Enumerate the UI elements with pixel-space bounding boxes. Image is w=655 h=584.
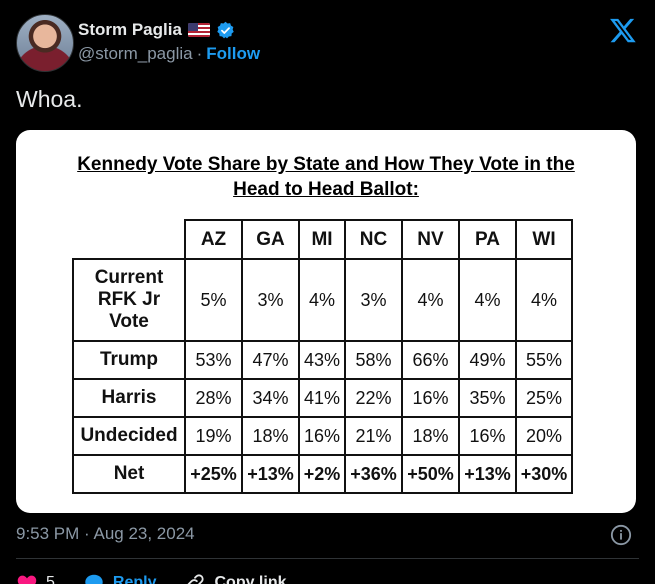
info-icon[interactable] xyxy=(610,524,632,546)
link-icon xyxy=(188,574,205,584)
table-cell: +13% xyxy=(458,454,517,494)
state-header: MI xyxy=(298,219,346,260)
author-handle-row: @storm_paglia · Follow xyxy=(78,44,260,64)
image-title: Kennedy Vote Share by State and How They… xyxy=(16,152,636,202)
reply-label: Reply xyxy=(112,574,157,584)
follow-button[interactable]: Follow xyxy=(206,44,261,63)
table-corner xyxy=(73,220,185,259)
like-button[interactable]: 5 xyxy=(16,572,55,584)
row-label: Trump xyxy=(72,340,186,380)
table-cell: 16% xyxy=(298,416,346,456)
table-cell: +25% xyxy=(184,454,243,494)
author-name-row: Storm Paglia xyxy=(78,18,235,42)
us-flag-icon xyxy=(187,23,210,37)
table-cell: +13% xyxy=(241,454,300,494)
table-cell: 18% xyxy=(241,416,300,456)
state-header: AZ xyxy=(184,219,243,260)
table-cell: 19% xyxy=(184,416,243,456)
table-cell: 16% xyxy=(401,378,460,418)
tweet-timestamp[interactable]: 9:53 PM · Aug 23, 2024 xyxy=(16,524,195,543)
table-cell: 20% xyxy=(515,416,573,456)
table-cell: +2% xyxy=(298,454,346,494)
table-cell: 4% xyxy=(401,258,460,342)
reply-button[interactable]: Reply xyxy=(83,572,157,584)
table-cell: 34% xyxy=(241,378,300,418)
tweet-header: Storm Paglia @storm_paglia · Follow xyxy=(16,14,639,74)
table-row: Current RFK Jr Vote 5% 3% 4% 3% 4% 4% 4% xyxy=(72,258,573,342)
state-header: NC xyxy=(344,219,403,260)
avatar[interactable] xyxy=(16,14,74,72)
handle-separator: · xyxy=(196,44,203,63)
verified-badge-icon xyxy=(217,21,234,38)
table-row: Harris 28% 34% 41% 22% 16% 35% 25% xyxy=(72,378,573,418)
image-title-line-2: Head to Head Ballot: xyxy=(233,179,419,200)
table-row: Undecided 19% 18% 16% 21% 18% 16% 20% xyxy=(72,416,573,456)
copy-link-button[interactable]: Copy link xyxy=(184,572,287,584)
table-cell: 53% xyxy=(184,340,243,380)
table-cell: +50% xyxy=(401,454,460,494)
like-count: 5 xyxy=(46,574,55,584)
table-cell: 4% xyxy=(515,258,573,342)
table-cell: 18% xyxy=(401,416,460,456)
row-label: Current RFK Jr Vote xyxy=(72,258,186,342)
table-row: Net +25% +13% +2% +36% +50% +13% +30% xyxy=(72,454,573,494)
table-cell: 21% xyxy=(344,416,403,456)
author-display-name[interactable]: Storm Paglia xyxy=(78,20,182,39)
row-label: Undecided xyxy=(72,416,186,456)
table-cell: 28% xyxy=(184,378,243,418)
table-cell: 43% xyxy=(298,340,346,380)
table-cell: 16% xyxy=(458,416,517,456)
table-cell: 3% xyxy=(241,258,300,342)
table-header-row: AZ GA MI NC NV PA WI xyxy=(73,219,573,260)
table-cell: 49% xyxy=(458,340,517,380)
author-handle[interactable]: @storm_paglia xyxy=(78,44,193,63)
table-cell: 66% xyxy=(401,340,460,380)
tweet-text: Whoa. xyxy=(16,86,83,112)
vote-share-table: AZ GA MI NC NV PA WI Current RFK Jr Vote… xyxy=(72,219,573,494)
state-header: PA xyxy=(458,219,517,260)
tweet-image[interactable]: Kennedy Vote Share by State and How They… xyxy=(16,130,636,513)
row-label-line: RFK Jr xyxy=(97,289,161,310)
row-label: Harris xyxy=(72,378,186,418)
table-cell: 58% xyxy=(344,340,403,380)
table-cell: 5% xyxy=(184,258,243,342)
table-cell: 55% xyxy=(515,340,573,380)
table-cell: +30% xyxy=(515,454,573,494)
row-label-line: Current xyxy=(94,267,164,288)
state-header: GA xyxy=(241,219,300,260)
table-cell: 4% xyxy=(458,258,517,342)
table-cell: +36% xyxy=(344,454,403,494)
heart-icon xyxy=(17,575,37,584)
state-header: WI xyxy=(515,219,573,260)
table-cell: 35% xyxy=(458,378,517,418)
table-cell: 41% xyxy=(298,378,346,418)
table-cell: 47% xyxy=(241,340,300,380)
row-label-line: Vote xyxy=(109,311,149,332)
image-title-line-1: Kennedy Vote Share by State and How They… xyxy=(77,154,575,175)
table-cell: 25% xyxy=(515,378,573,418)
table-cell: 4% xyxy=(298,258,346,342)
copy-link-label: Copy link xyxy=(214,574,287,584)
action-bar: 5 Reply Copy link xyxy=(16,568,287,584)
x-logo-icon[interactable] xyxy=(609,16,637,44)
row-label: Net xyxy=(72,454,186,494)
reply-bubble-icon xyxy=(85,574,103,584)
table-cell: 3% xyxy=(344,258,403,342)
divider xyxy=(16,558,639,559)
table-cell: 22% xyxy=(344,378,403,418)
state-header: NV xyxy=(401,219,460,260)
table-row: Trump 53% 47% 43% 58% 66% 49% 55% xyxy=(72,340,573,380)
